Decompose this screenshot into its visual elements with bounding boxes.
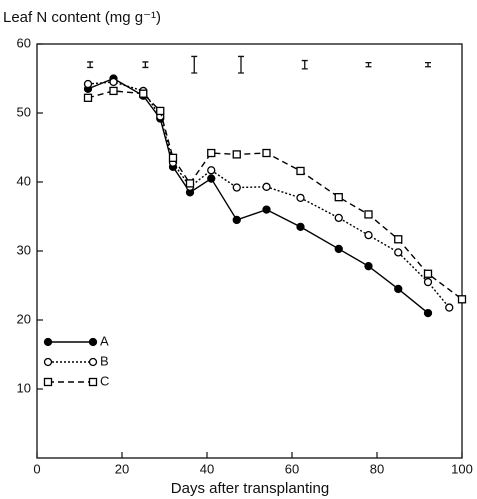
marker [394, 235, 403, 244]
marker [207, 174, 216, 183]
legend-label: A [100, 333, 109, 348]
legend-marker [43, 337, 53, 347]
marker [185, 179, 195, 188]
x-tick-label: 80 [370, 461, 384, 476]
x-tick-label: 60 [285, 461, 299, 476]
marker [109, 86, 118, 96]
marker [334, 193, 343, 202]
marker [334, 213, 343, 223]
marker [232, 215, 241, 225]
x-tick-label: 100 [451, 461, 473, 476]
marker [457, 295, 467, 304]
y-tick-label: 50 [17, 104, 31, 119]
error-bar [425, 61, 431, 68]
series-line [87, 81, 450, 309]
marker [156, 106, 165, 116]
marker [423, 269, 433, 278]
legend-marker [88, 337, 98, 347]
marker [364, 262, 373, 271]
marker [262, 205, 271, 214]
legend-label: C [100, 373, 109, 388]
marker [334, 244, 343, 254]
series-line [87, 77, 429, 314]
x-tick-label: 20 [115, 461, 129, 476]
legend-marker [43, 377, 53, 387]
legend-marker [88, 357, 98, 367]
legend-marker [43, 357, 53, 367]
marker [262, 182, 271, 191]
marker [168, 153, 178, 163]
marker [394, 284, 403, 294]
marker [109, 77, 118, 87]
error-bar [365, 61, 372, 68]
marker [394, 248, 403, 257]
y-tick-label: 60 [17, 35, 31, 50]
marker [296, 166, 305, 176]
legend-label: B [100, 353, 109, 368]
error-bar [142, 61, 149, 69]
marker [296, 222, 305, 232]
marker [296, 193, 305, 203]
error-bar [238, 55, 244, 74]
marker [207, 166, 216, 175]
marker [207, 148, 216, 158]
marker [423, 308, 433, 318]
y-tick-label: 20 [17, 311, 31, 326]
chart-title: Leaf N content (mg g⁻¹) [3, 9, 161, 26]
marker [364, 230, 373, 240]
x-axis-label: Days after transplanting [171, 480, 329, 497]
marker [232, 150, 241, 159]
y-tick-label: 40 [17, 173, 31, 188]
marker [445, 303, 454, 312]
error-bar [191, 55, 198, 74]
marker [232, 183, 241, 192]
marker [139, 89, 148, 98]
x-tick-label: 40 [200, 461, 214, 476]
series-line [87, 90, 463, 300]
marker [262, 148, 271, 158]
marker [83, 93, 93, 102]
legend-marker [88, 377, 98, 387]
error-bar [87, 61, 94, 69]
y-tick-label: 10 [17, 380, 31, 395]
marker [364, 210, 373, 219]
error-bar [301, 59, 308, 70]
x-tick-label: 0 [33, 461, 40, 476]
marker [83, 79, 93, 89]
marker [423, 277, 433, 287]
y-tick-label: 30 [17, 242, 31, 257]
